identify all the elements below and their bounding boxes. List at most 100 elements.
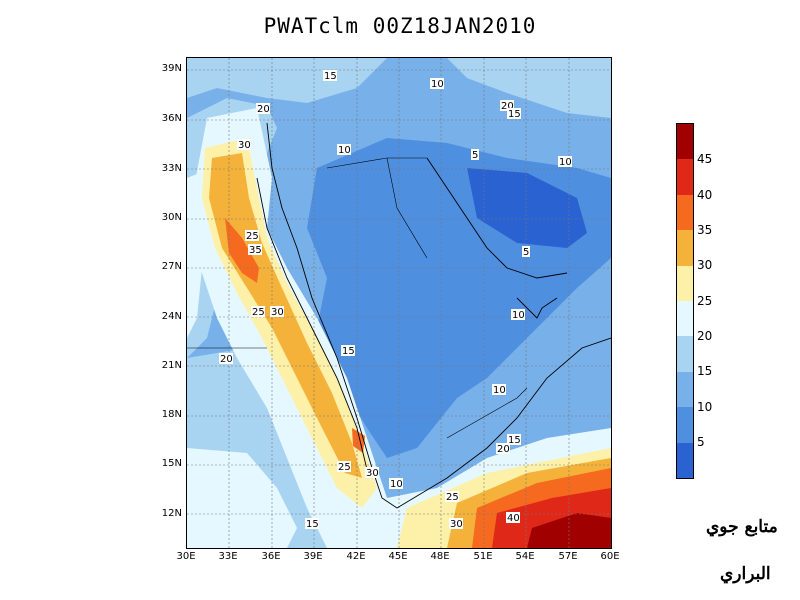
svg-text:20: 20 [497,444,510,455]
svg-text:25: 25 [446,492,459,503]
lon-label-45e: 45E [388,551,408,562]
svg-text:25: 25 [338,462,351,473]
contour-label-13: 25 [251,306,265,318]
svg-text:10: 10 [431,79,444,90]
watermark-line2: البراري [720,564,771,584]
contour-label-20: 25 [337,461,351,473]
contour-label-6: 10 [337,144,351,156]
lon-label-51e: 51E [473,551,493,562]
lat-label-24n: 24N [161,311,182,322]
pwat-band-15-20-northeast [447,58,611,118]
svg-text:30: 30 [271,307,284,318]
colorbar-segment [677,336,693,372]
svg-text:5: 5 [523,247,529,258]
svg-text:20: 20 [257,104,270,115]
contour-label-24: 30 [449,518,463,530]
map-title: PWATclm 00Z18JAN2010 [263,14,537,38]
lon-label-39e: 39E [303,551,323,562]
svg-text:20: 20 [220,354,233,365]
colorbar-label-15: 15 [697,364,713,378]
colorbar-segment [677,159,693,195]
colorbar-label-5: 5 [697,435,705,449]
pwat-field-svg: 15 10 20 20 15 30 10 5 10 25 35 5 10 25 … [187,58,611,548]
svg-text:10: 10 [493,385,506,396]
colorbar-segment [677,371,693,408]
pwat-band-35-40-redsea-north [225,218,259,283]
svg-text:15: 15 [342,346,355,357]
colorbar-label-40: 40 [697,188,713,202]
colorbar-segment [677,265,693,301]
colorbar-label-10: 10 [697,400,713,414]
lat-label-12n: 12N [161,508,182,519]
svg-text:15: 15 [324,71,337,82]
contour-label-18: 15 [507,434,521,446]
contour-label-17: 10 [492,384,506,396]
contour-label-7: 5 [471,149,479,161]
lon-label-33e: 33E [218,551,238,562]
coastlines [256,122,611,509]
contour-label-16: 20 [219,353,233,365]
contour-label-19: 20 [496,443,510,455]
colorbar-label-25: 25 [697,294,713,308]
lat-label-15n: 15N [161,458,182,469]
contour-label-21: 30 [365,467,379,479]
svg-text:5: 5 [472,150,478,161]
lat-label-18n: 18N [161,409,182,420]
pwat-band-20-25-sudan [187,448,297,548]
svg-text:30: 30 [450,519,463,530]
contour-label-1: 10 [430,78,444,90]
lon-label-48e: 48E [430,551,450,562]
svg-text:25: 25 [252,307,265,318]
colorbar-segment [677,442,693,478]
svg-text:40: 40 [507,513,520,524]
contour-label-15: 15 [341,345,355,357]
lon-label-60e: 60E [600,551,620,562]
svg-text:15: 15 [508,109,521,120]
svg-text:10: 10 [390,479,403,490]
contour-labels: 15 10 20 20 15 30 10 5 10 25 35 5 10 25 … [219,70,572,530]
pwat-band-lt5-iran [467,168,587,248]
svg-text:25: 25 [246,231,259,242]
lat-label-21n: 21N [161,360,182,371]
svg-text:15: 15 [306,519,319,530]
lat-label-33n: 33N [161,163,182,174]
borders [187,157,528,439]
colorbar-segment [677,194,693,231]
contour-label-5: 30 [237,139,251,151]
svg-text:15: 15 [508,435,521,446]
svg-text:10: 10 [338,145,351,156]
map-plot-area: 15 10 20 20 15 30 10 5 10 25 35 5 10 25 … [186,57,612,549]
colorbar-label-20: 20 [697,329,713,343]
svg-text:35: 35 [249,245,262,256]
colorbar-segment [677,230,693,266]
contour-label-3: 20 [256,103,270,115]
contour-label-10: 35 [248,244,262,256]
colorbar-segment [677,124,693,160]
svg-text:20: 20 [501,101,514,112]
colorbar-label-35: 35 [697,223,713,237]
contour-label-2: 20 [500,100,514,112]
contour-label-11: 5 [522,246,530,258]
colorbar-label-30: 30 [697,258,713,272]
contour-label-22: 10 [389,478,403,490]
pwat-band-20-25-redsea [192,108,611,548]
contour-label-23: 25 [445,491,459,503]
colorbar-segment [677,407,693,443]
contour-label-8: 10 [558,156,572,168]
lat-label-30n: 30N [161,212,182,223]
lon-label-36e: 36E [261,551,281,562]
lat-label-39n: 39N [161,63,182,74]
lon-label-42e: 42E [346,551,366,562]
colorbar [676,123,694,479]
svg-text:30: 30 [238,140,251,151]
contour-label-14: 30 [270,306,284,318]
colorbar-label-45: 45 [697,152,713,166]
contour-label-0: 15 [323,70,337,82]
lon-label-30e: 30E [176,551,196,562]
contour-label-4: 15 [507,108,521,120]
lat-label-27n: 27N [161,261,182,272]
colorbar-segment [677,300,693,337]
contour-label-9: 25 [245,230,259,242]
lon-label-57e: 57E [558,551,578,562]
contour-label-25: 40 [506,512,520,524]
